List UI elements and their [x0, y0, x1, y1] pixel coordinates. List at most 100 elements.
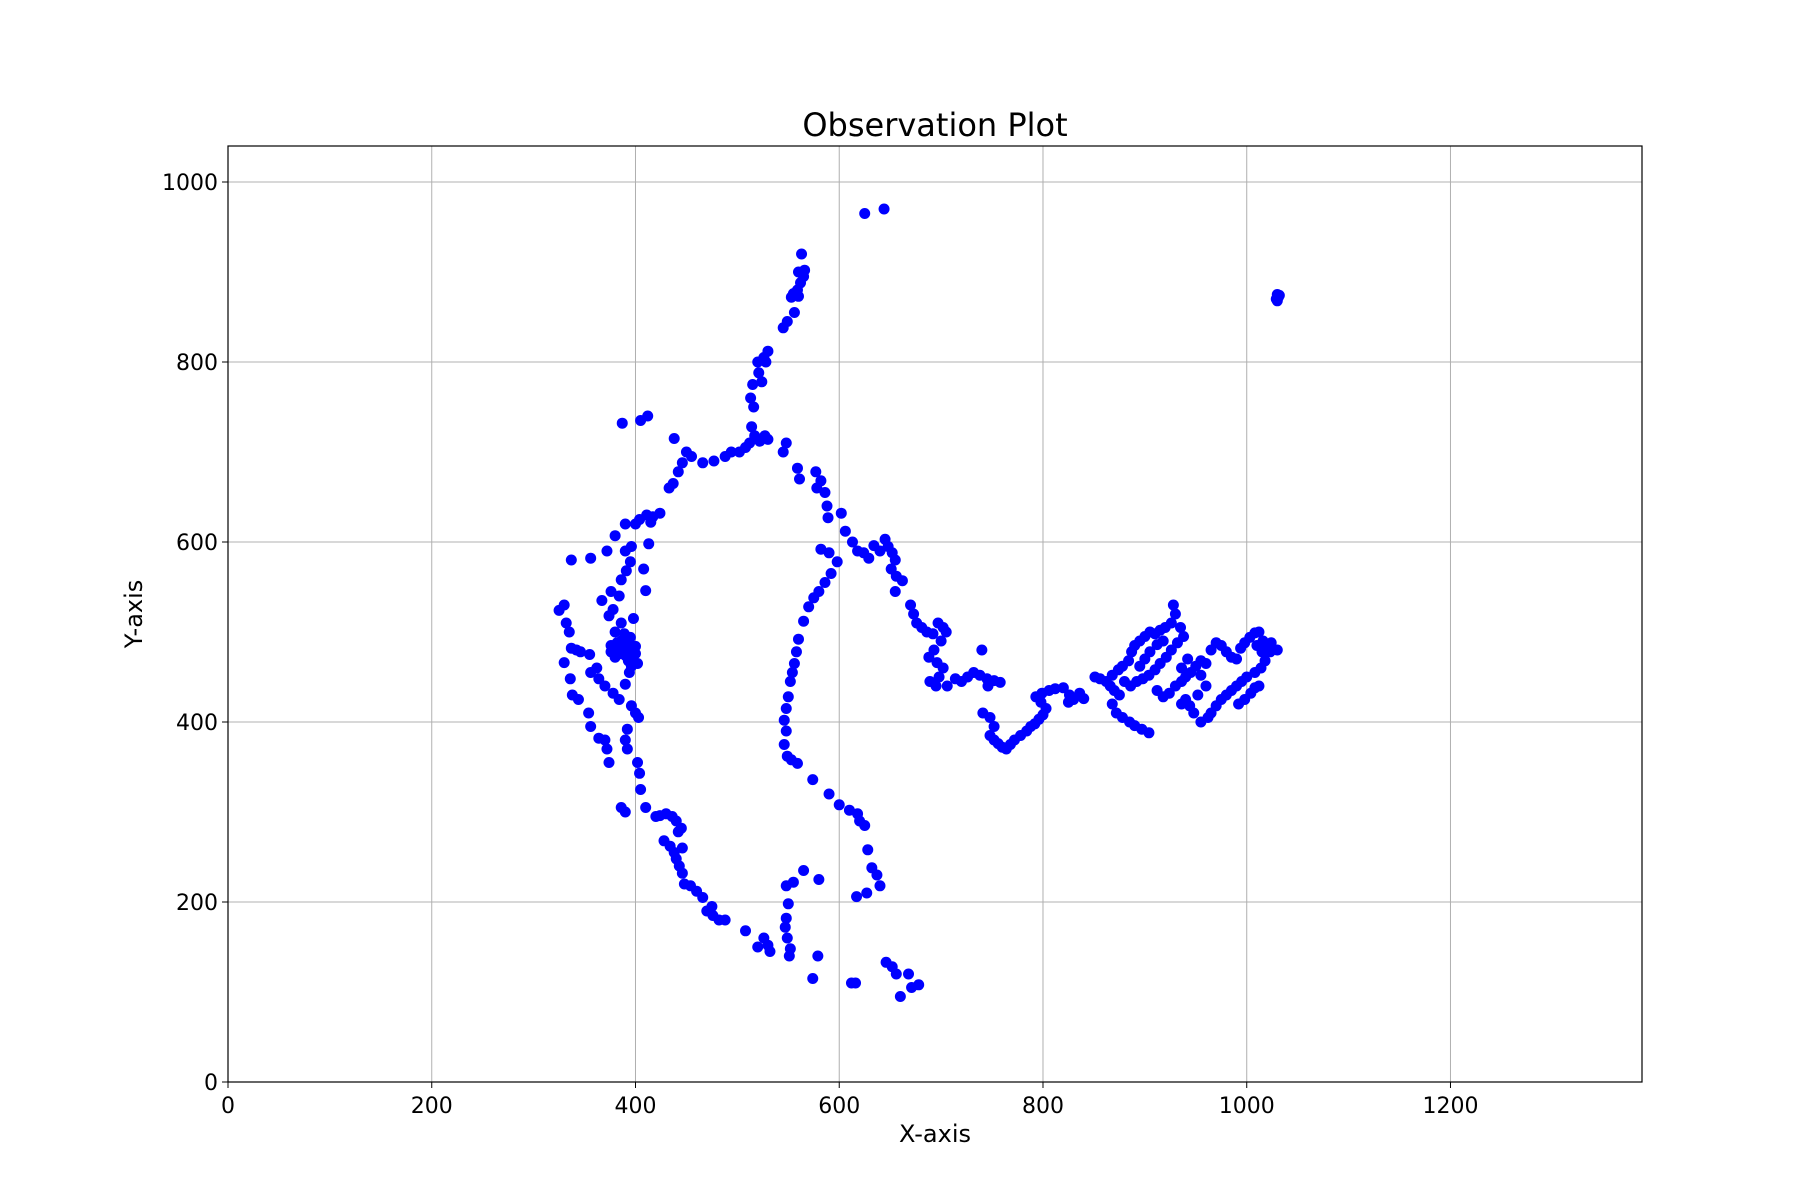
data-point — [764, 946, 776, 957]
data-point — [1192, 689, 1204, 701]
data-point — [1062, 696, 1074, 708]
data-point — [976, 644, 988, 656]
data-point — [740, 925, 752, 937]
data-point — [621, 743, 633, 755]
x-axis-label: X-axis — [899, 1120, 971, 1148]
data-point — [780, 725, 792, 737]
data-point — [1144, 646, 1156, 658]
data-point — [940, 626, 952, 638]
data-point — [778, 714, 790, 726]
data-point — [565, 642, 577, 654]
data-point — [1231, 653, 1243, 665]
data-point — [1271, 644, 1283, 656]
data-point — [1171, 637, 1183, 649]
data-point — [625, 660, 637, 672]
data-point — [621, 723, 633, 735]
data-point — [1106, 698, 1118, 710]
data-point — [788, 307, 800, 318]
data-point — [791, 757, 803, 769]
data-point — [812, 950, 824, 962]
data-point — [859, 820, 871, 831]
data-point — [839, 525, 851, 537]
data-point — [777, 322, 789, 334]
data-point — [745, 392, 757, 404]
data-point — [792, 633, 804, 645]
data-point — [1163, 687, 1175, 699]
data-point — [1200, 680, 1212, 692]
x-tick-label: 1000 — [1219, 1094, 1275, 1119]
data-point — [566, 689, 578, 701]
data-point — [620, 565, 632, 577]
data-point — [633, 712, 645, 723]
data-point — [1249, 667, 1261, 678]
data-point — [746, 421, 758, 433]
data-point — [632, 757, 644, 768]
data-points — [553, 203, 1285, 1002]
data-point — [780, 880, 792, 892]
data-point — [794, 473, 806, 485]
data-point — [613, 590, 625, 602]
data-point — [878, 203, 890, 215]
data-point — [574, 646, 586, 658]
data-point — [593, 673, 605, 685]
data-point — [894, 991, 906, 1002]
data-point — [937, 662, 949, 674]
data-point — [825, 568, 837, 579]
data-point — [798, 615, 810, 627]
data-point — [984, 712, 996, 723]
data-point — [584, 649, 596, 660]
data-point — [680, 446, 692, 458]
x-tick-label: 600 — [818, 1094, 860, 1119]
data-point — [676, 842, 688, 854]
data-point — [762, 433, 774, 445]
data-point — [619, 734, 631, 746]
data-point — [896, 575, 908, 587]
chart-title: Observation Plot — [802, 106, 1067, 144]
data-point — [663, 482, 675, 494]
data-point — [1113, 689, 1125, 701]
data-point — [1134, 660, 1146, 672]
data-point — [625, 541, 637, 552]
data-point — [601, 545, 613, 557]
data-point — [605, 646, 617, 658]
data-point — [781, 932, 793, 944]
data-point — [616, 417, 628, 429]
y-tick-label: 400 — [176, 711, 218, 736]
data-point — [819, 487, 831, 498]
data-point — [874, 545, 886, 557]
data-point — [927, 628, 939, 640]
data-point — [585, 552, 597, 564]
data-point — [638, 563, 650, 575]
data-point — [913, 979, 925, 991]
plot-frame — [227, 145, 1643, 1083]
data-point — [1049, 683, 1061, 695]
data-point — [627, 613, 639, 624]
data-point — [807, 973, 819, 984]
data-point — [619, 518, 631, 530]
y-tick-label: 0 — [204, 1071, 218, 1096]
data-point — [585, 721, 597, 732]
data-point — [697, 457, 709, 469]
data-point — [850, 977, 862, 989]
data-point — [778, 739, 790, 750]
data-point — [619, 649, 631, 661]
data-point — [803, 601, 815, 613]
data-point — [782, 691, 794, 703]
data-point — [791, 462, 803, 474]
data-point — [635, 784, 647, 795]
data-point — [1143, 727, 1155, 739]
data-point — [640, 802, 652, 813]
data-point — [796, 248, 808, 260]
data-point — [719, 451, 731, 462]
data-point — [831, 556, 843, 568]
data-point — [756, 376, 768, 388]
data-point — [780, 703, 792, 714]
data-point — [1182, 653, 1194, 665]
data-point — [780, 912, 792, 924]
data-point — [760, 356, 772, 368]
data-point — [668, 433, 680, 444]
data-point — [821, 500, 833, 512]
x-tick-label: 200 — [411, 1094, 453, 1119]
data-point — [747, 379, 759, 390]
